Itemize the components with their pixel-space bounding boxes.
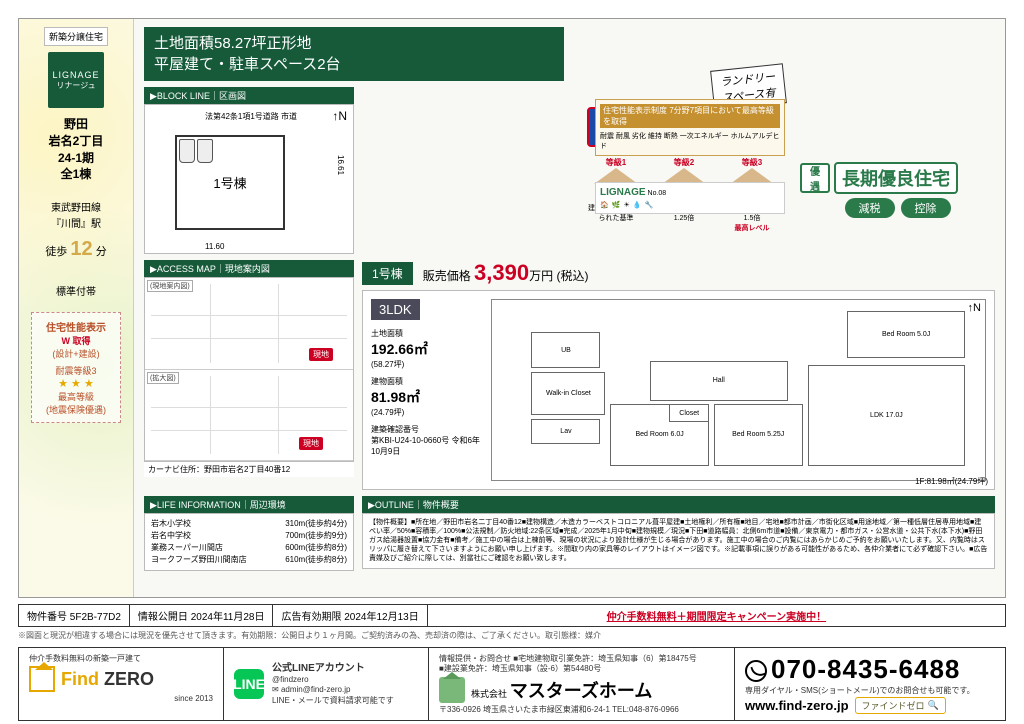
spec-column: 3LDK 土地面積192.66㎡(58.27坪) 建物面積81.98㎡(24.7… [371,299,481,481]
campaign-text: 仲介手数料無料＋期間限定キャンペーン実施中！ [428,605,1005,626]
north-icon: ↑N [968,302,981,314]
findzero-icon [29,666,55,692]
north-icon: ↑N [332,109,347,123]
map-section: ▶ACCESS MAP｜現地案内図 (現地案内図)現地 (拡大図)現地 カーナビ… [144,260,354,490]
site-plan: 法第42条1項1号道路 市道 ↑N 1号棟 16.61 11.60 [144,104,354,254]
main-content: 土地面積58.27坪正形地 平屋建て・駐車スペース2台 ▶BLOCK LINE｜… [134,19,1005,597]
block-line-section: ▶BLOCK LINE｜区画図 法第42条1項1号道路 市道 ↑N 1号棟 16… [144,87,354,254]
performance-box: 住宅性能表示 W 取得 (設計+建設) 耐震等級3 ★ ★ ★ 最高等級 (地震… [31,312,121,423]
floorplan-section: 1号棟 販売価格 3,390万円 (税込) 3LDK 土地面積192.66㎡(5… [362,260,995,490]
phone-number[interactable]: 070-8435-6488 [745,654,960,685]
life-section: ▶LIFE INFORMATION｜周辺環境 岩木小学校310m(徒歩約4分)岩… [144,496,354,571]
phone-icon [745,660,767,682]
property-type-tag: 新築分譲住宅 [44,27,108,46]
line-icon[interactable]: LINE [234,669,264,699]
flyer: 新築分譲住宅 LIGNAGE リナージュ 野田 岩名2丁目 24-1期 全1棟 … [18,18,1006,598]
search-badge[interactable]: ファインドゼロ [855,697,946,714]
floorplan: ↑N Bed Room 6.0JBed Room 5.25JWalk-in Cl… [491,299,986,481]
disclaimer: ※図面と現況が相違する場合には現況を優先させて頂きます。有効期限：公開日より１ヶ… [18,630,1006,641]
station-info: 東武野田線 『川間』駅 徒歩 12 分 [25,201,127,265]
car-icon [197,139,213,163]
brand-logo: LIGNAGE リナージュ [48,52,104,108]
left-sidebar: 新築分譲住宅 LIGNAGE リナージュ 野田 岩名2丁目 24-1期 全1棟 … [19,19,134,597]
info-strip: 物件番号 5F2B-77D2 情報公開日 2024年11月28日 広告有効期限 … [18,604,1006,627]
outline-section: ▶OUTLINE｜物件概要 【物件概要】■所在地／野田市岩名二丁目40番12■建… [362,496,995,571]
findzero-logo: Find ZERO [61,669,154,690]
address: 野田 岩名2丁目 24-1期 全1棟 [25,116,127,183]
website-url[interactable]: www.find-zero.jp [745,698,849,713]
footer: 仲介手数料無料の新築一戸建て Find ZERO since 2013 LINE… [18,647,1006,721]
cert-box: 住宅性能表示制度 7分野7項目において最高等級を取得 耐震 耐風 劣化 維持 断… [595,99,785,156]
car-icon [179,139,195,163]
standard-equip: 標準付帯 [25,283,127,298]
star-icon: ★ ★ ★ [34,377,118,390]
masters-icon [439,677,465,703]
headline: 土地面積58.27坪正形地 平屋建て・駐車スペース2台 [144,27,564,81]
lignage-box: LIGNAGE No.08 🏠🌿☀💧🔧 [595,182,785,214]
longterm-badge: 優遇 長期優良住宅 減税 控除 [800,162,995,218]
life-list: 岩木小学校310m(徒歩約4分)岩名中学校700m(徒歩約9分)業務スーパー川間… [144,513,354,571]
nav-address: カーナビ住所：野田市岩名2丁目40番12 [144,462,354,477]
badge-area: ランドリー スペース有 耐震 耐震等級地震に強い 3 等級1建築基準法に定められ… [362,87,995,254]
